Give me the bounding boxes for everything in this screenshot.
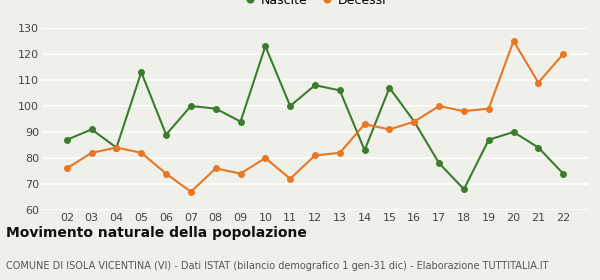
Nascite	[262, 45, 269, 48]
Nascite	[63, 138, 70, 141]
Nascite	[137, 71, 145, 74]
Decessi	[88, 151, 95, 155]
Text: COMUNE DI ISOLA VICENTINA (VI) - Dati ISTAT (bilancio demografico 1 gen-31 dic) : COMUNE DI ISOLA VICENTINA (VI) - Dati IS…	[6, 261, 548, 271]
Decessi	[113, 146, 120, 149]
Nascite	[113, 146, 120, 149]
Nascite	[311, 83, 319, 87]
Decessi	[510, 39, 517, 43]
Nascite	[460, 188, 467, 191]
Nascite	[212, 107, 220, 110]
Nascite	[237, 120, 244, 123]
Nascite	[187, 104, 194, 108]
Line: Decessi: Decessi	[64, 38, 566, 195]
Decessi	[485, 107, 493, 110]
Decessi	[361, 123, 368, 126]
Decessi	[311, 154, 319, 157]
Decessi	[336, 151, 343, 155]
Nascite	[386, 86, 393, 90]
Nascite	[436, 162, 443, 165]
Decessi	[410, 120, 418, 123]
Decessi	[535, 81, 542, 84]
Nascite	[336, 89, 343, 92]
Decessi	[187, 190, 194, 193]
Decessi	[436, 104, 443, 108]
Nascite	[535, 146, 542, 149]
Decessi	[386, 128, 393, 131]
Decessi	[237, 172, 244, 175]
Decessi	[262, 156, 269, 160]
Decessi	[137, 151, 145, 155]
Nascite	[88, 128, 95, 131]
Decessi	[212, 167, 220, 170]
Nascite	[410, 120, 418, 123]
Decessi	[560, 52, 567, 56]
Text: Movimento naturale della popolazione: Movimento naturale della popolazione	[6, 226, 307, 240]
Nascite	[361, 148, 368, 152]
Nascite	[163, 133, 170, 136]
Decessi	[63, 167, 70, 170]
Legend: Nascite, Decessi: Nascite, Decessi	[244, 0, 386, 7]
Nascite	[510, 130, 517, 134]
Nascite	[287, 104, 294, 108]
Nascite	[485, 138, 493, 141]
Decessi	[163, 172, 170, 175]
Decessi	[460, 109, 467, 113]
Line: Nascite: Nascite	[64, 43, 566, 192]
Decessi	[287, 177, 294, 181]
Nascite	[560, 172, 567, 175]
